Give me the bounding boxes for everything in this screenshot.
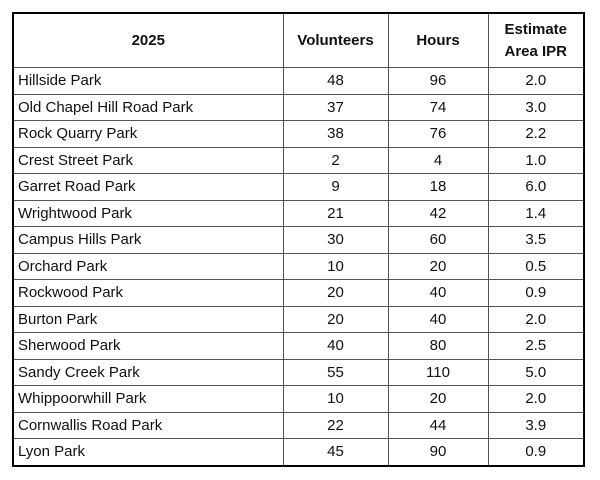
cell: 20 <box>282 305 389 333</box>
park-name: Rock Quarry Park <box>12 120 284 148</box>
header-cell: Volunteers <box>282 12 389 68</box>
cell: 96 <box>387 67 489 95</box>
table-row: Crest Street Park 2 4 1.0 <box>12 146 585 174</box>
cell: 0.9 <box>487 438 585 466</box>
header-cell: Hours <box>387 12 489 68</box>
park-name: Lyon Park <box>12 438 284 466</box>
park-name: Whippoorwhill Park <box>12 385 284 413</box>
cell: 48 <box>282 67 389 95</box>
cell: 40 <box>387 305 489 333</box>
cell: 2.0 <box>487 67 585 95</box>
table-row: Orchard Park 10 20 0.5 <box>12 252 585 280</box>
park-table: 2025 Volunteers Hours Estimate Area IPR Hil… <box>12 12 585 467</box>
cell: 10 <box>282 385 389 413</box>
header-cell: 2025 <box>12 12 284 68</box>
cell: 21 <box>282 199 389 227</box>
cell: 5.0 <box>487 358 585 386</box>
park-name: Hillside Park <box>12 67 284 95</box>
cell: 6.0 <box>487 173 585 201</box>
table-row: Sherwood Park 40 80 2.5 <box>12 332 585 360</box>
cell: 2.5 <box>487 332 585 360</box>
cell: 20 <box>282 279 389 307</box>
cell: 18 <box>387 173 489 201</box>
cell: 20 <box>387 252 489 280</box>
cell: 40 <box>387 279 489 307</box>
table-row: Hillside Park 48 96 2.0 <box>12 67 585 95</box>
park-name: Crest Street Park <box>12 146 284 174</box>
cell: 2 <box>282 146 389 174</box>
cell: 0.5 <box>487 252 585 280</box>
table-row: Cornwallis Road Park 22 44 3.9 <box>12 411 585 439</box>
park-name: Sandy Creek Park <box>12 358 284 386</box>
cell: 37 <box>282 93 389 121</box>
cell: 3.9 <box>487 411 585 439</box>
table-body: Hillside Park 48 96 2.0 Old Chapel Hill Road… <box>12 67 585 466</box>
cell: 9 <box>282 173 389 201</box>
park-name: Garret Road Park <box>12 173 284 201</box>
cell: 74 <box>387 93 489 121</box>
table-row: Campus Hills Park 30 60 3.5 <box>12 226 585 254</box>
header-cell: Estimate Area IPR <box>487 12 585 68</box>
cell: 4 <box>387 146 489 174</box>
cell: 40 <box>282 332 389 360</box>
table-row: Burton Park 20 40 2.0 <box>12 305 585 333</box>
cell: 3.5 <box>487 226 585 254</box>
park-name: Old Chapel Hill Road Park <box>12 93 284 121</box>
cell: 20 <box>387 385 489 413</box>
table-row: Sandy Creek Park 55 110 5.0 <box>12 358 585 386</box>
table-row: Whippoorwhill Park 10 20 2.0 <box>12 385 585 413</box>
cell: 3.0 <box>487 93 585 121</box>
park-name: Wrightwood Park <box>12 199 284 227</box>
table-row: Garret Road Park 9 18 6.0 <box>12 173 585 201</box>
cell: 30 <box>282 226 389 254</box>
cell: 45 <box>282 438 389 466</box>
cell: 1.0 <box>487 146 585 174</box>
cell: 2.0 <box>487 305 585 333</box>
park-name: Cornwallis Road Park <box>12 411 284 439</box>
table-row: Lyon Park 45 90 0.9 <box>12 438 585 466</box>
cell: 76 <box>387 120 489 148</box>
cell: 10 <box>282 252 389 280</box>
cell: 2.0 <box>487 385 585 413</box>
table-row: Rockwood Park 20 40 0.9 <box>12 279 585 307</box>
table-row: Rock Quarry Park 38 76 2.2 <box>12 120 585 148</box>
park-name: Orchard Park <box>12 252 284 280</box>
cell: 60 <box>387 226 489 254</box>
cell: 38 <box>282 120 389 148</box>
table-row: Wrightwood Park 21 42 1.4 <box>12 199 585 227</box>
cell: 2.2 <box>487 120 585 148</box>
cell: 22 <box>282 411 389 439</box>
park-name: Campus Hills Park <box>12 226 284 254</box>
cell: 90 <box>387 438 489 466</box>
cell: 55 <box>282 358 389 386</box>
cell: 42 <box>387 199 489 227</box>
cell: 80 <box>387 332 489 360</box>
park-name: Burton Park <box>12 305 284 333</box>
cell: 0.9 <box>487 279 585 307</box>
cell: 110 <box>387 358 489 386</box>
cell: 44 <box>387 411 489 439</box>
park-name: Sherwood Park <box>12 332 284 360</box>
header-row: 2025 Volunteers Hours Estimate Area IPR <box>12 12 585 68</box>
table-header: 2025 Volunteers Hours Estimate Area IPR <box>12 12 585 68</box>
park-name: Rockwood Park <box>12 279 284 307</box>
table-row: Old Chapel Hill Road Park 37 74 3.0 <box>12 93 585 121</box>
cell: 1.4 <box>487 199 585 227</box>
